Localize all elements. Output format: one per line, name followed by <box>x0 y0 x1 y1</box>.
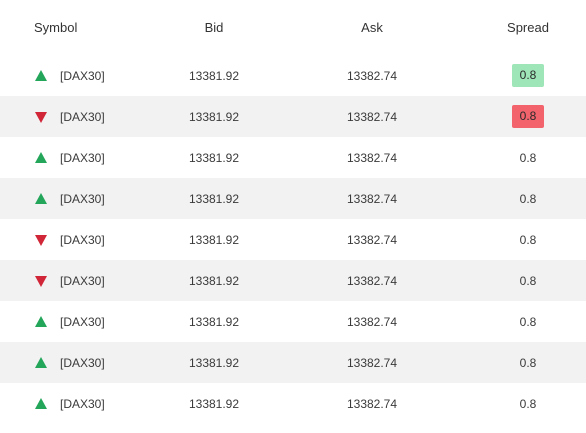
spread-value: 0.8 <box>519 191 537 206</box>
bid-cell: 13381.92 <box>188 109 240 124</box>
table-body: [DAX30] 13381.92 13382.74 0.8 [DAX30] 13381.9… <box>0 55 586 424</box>
up-arrow-icon <box>35 192 47 204</box>
spread-cell: 0.8 <box>488 260 568 301</box>
ask-cell: 13382.74 <box>346 396 398 411</box>
symbol-cell: [DAX30] <box>60 232 105 247</box>
bid-cell: 13381.92 <box>188 191 240 206</box>
spread-cell: 0.8 <box>488 55 568 96</box>
bid-cell: 13381.92 <box>188 314 240 329</box>
column-header-ask[interactable]: Ask <box>361 20 383 35</box>
ask-cell: 13382.74 <box>346 314 398 329</box>
table-row[interactable]: [DAX30] 13381.92 13382.74 0.8 <box>0 219 586 260</box>
up-arrow-icon <box>35 356 47 368</box>
symbol-cell: [DAX30] <box>60 273 105 288</box>
symbol-cell: [DAX30] <box>60 355 105 370</box>
spread-value: 0.8 <box>519 355 537 370</box>
spread-value: 0.8 <box>519 273 537 288</box>
spread-cell: 0.8 <box>488 137 568 178</box>
spread-value: 0.8 <box>519 396 537 411</box>
spread-change-badge: 0.8 <box>512 105 544 128</box>
bid-cell: 13381.92 <box>188 355 240 370</box>
symbol-cell: [DAX30] <box>60 68 105 83</box>
bid-cell: 13381.92 <box>188 396 240 411</box>
up-arrow-icon <box>35 151 47 163</box>
table-row[interactable]: [DAX30] 13381.92 13382.74 0.8 <box>0 342 586 383</box>
symbol-cell: [DAX30] <box>60 396 105 411</box>
down-arrow-icon <box>35 234 47 246</box>
table-row[interactable]: [DAX30] 13381.92 13382.74 0.8 <box>0 260 586 301</box>
bid-cell: 13381.92 <box>188 232 240 247</box>
spread-value: 0.8 <box>519 232 537 247</box>
table-header: Symbol Bid Ask Spread <box>0 0 586 55</box>
bid-cell: 13381.92 <box>188 150 240 165</box>
ask-cell: 13382.74 <box>346 232 398 247</box>
table-row[interactable]: [DAX30] 13381.92 13382.74 0.8 <box>0 55 586 96</box>
spread-value: 0.8 <box>519 150 537 165</box>
ask-cell: 13382.74 <box>346 355 398 370</box>
spread-cell: 0.8 <box>488 383 568 424</box>
spread-cell: 0.8 <box>488 96 568 137</box>
table-row[interactable]: [DAX30] 13381.92 13382.74 0.8 <box>0 301 586 342</box>
ask-cell: 13382.74 <box>346 109 398 124</box>
quotes-table: Symbol Bid Ask Spread [DAX30] 13381.92 133… <box>0 0 586 424</box>
ask-cell: 13382.74 <box>346 68 398 83</box>
up-arrow-icon <box>35 69 47 81</box>
symbol-cell: [DAX30] <box>60 150 105 165</box>
table-row[interactable]: [DAX30] 13381.92 13382.74 0.8 <box>0 96 586 137</box>
symbol-cell: [DAX30] <box>60 109 105 124</box>
spread-value: 0.8 <box>519 314 537 329</box>
bid-cell: 13381.92 <box>188 68 240 83</box>
ask-cell: 13382.74 <box>346 191 398 206</box>
column-header-symbol[interactable]: Symbol <box>34 20 78 35</box>
spread-change-badge: 0.8 <box>512 64 544 87</box>
column-header-bid[interactable]: Bid <box>204 20 224 35</box>
spread-cell: 0.8 <box>488 301 568 342</box>
table-row[interactable]: [DAX30] 13381.92 13382.74 0.8 <box>0 178 586 219</box>
column-header-spread[interactable]: Spread <box>507 20 549 35</box>
ask-cell: 13382.74 <box>346 150 398 165</box>
down-arrow-icon <box>35 275 47 287</box>
symbol-cell: [DAX30] <box>60 191 105 206</box>
table-row[interactable]: [DAX30] 13381.92 13382.74 0.8 <box>0 383 586 424</box>
spread-cell: 0.8 <box>488 178 568 219</box>
spread-cell: 0.8 <box>488 219 568 260</box>
ask-cell: 13382.74 <box>346 273 398 288</box>
symbol-cell: [DAX30] <box>60 314 105 329</box>
table-row[interactable]: [DAX30] 13381.92 13382.74 0.8 <box>0 137 586 178</box>
up-arrow-icon <box>35 315 47 327</box>
down-arrow-icon <box>35 111 47 123</box>
up-arrow-icon <box>35 397 47 409</box>
spread-cell: 0.8 <box>488 342 568 383</box>
bid-cell: 13381.92 <box>188 273 240 288</box>
